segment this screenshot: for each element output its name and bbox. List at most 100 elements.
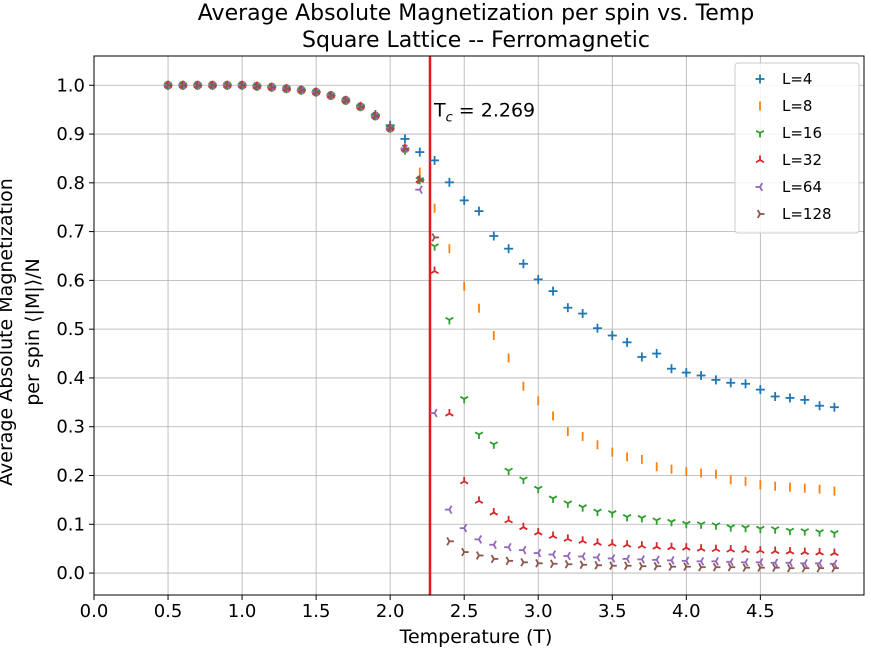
y-tick-label: 0.7 (56, 222, 85, 243)
data-point (681, 543, 691, 551)
data-point (800, 395, 810, 405)
data-point (194, 80, 203, 90)
data-point (681, 556, 690, 566)
data-point (696, 370, 706, 380)
data-point (459, 476, 469, 485)
data-point (681, 368, 691, 378)
x-tick-label: 3.5 (598, 601, 627, 622)
data-point (489, 540, 497, 550)
data-point (519, 476, 528, 484)
data-point (830, 530, 839, 538)
data-point (653, 561, 662, 571)
data-point (770, 526, 780, 534)
plot-frame (93, 55, 865, 596)
data-point (726, 378, 736, 388)
data-point (800, 547, 810, 556)
data-point (283, 84, 291, 94)
data-point (741, 379, 751, 389)
data-point (607, 510, 617, 518)
y-tick-label: 0.3 (56, 417, 85, 438)
data-point (622, 513, 632, 522)
data-point (533, 528, 543, 536)
data-point (578, 536, 588, 544)
data-point (741, 545, 750, 554)
legend: L=4 L=8 L=16 L=32 L=64 L=128 (734, 62, 860, 234)
data-point (475, 551, 484, 560)
y-tick-label: 0.8 (56, 173, 85, 194)
data-point (416, 175, 425, 185)
data-point (727, 562, 736, 572)
data-point (445, 409, 454, 417)
data-point (667, 364, 676, 374)
data-point (372, 111, 380, 121)
data-point (504, 542, 512, 552)
data-point (609, 561, 617, 571)
y-tick-label: 1.0 (56, 75, 85, 96)
legend-marker (755, 74, 765, 84)
data-point (592, 323, 602, 333)
data-point (400, 134, 410, 144)
data-point (637, 555, 645, 564)
data-point (815, 558, 823, 568)
data-point (563, 551, 571, 561)
data-point (785, 527, 795, 536)
data-point (357, 102, 366, 112)
data-point (313, 87, 321, 97)
data-point (489, 508, 499, 516)
data-point (667, 556, 675, 565)
data-point (829, 559, 838, 569)
data-point (741, 524, 750, 533)
data-point (474, 431, 484, 440)
data-point (445, 316, 454, 325)
data-point (770, 391, 780, 401)
data-point (607, 330, 617, 340)
series-l-32 (163, 80, 839, 557)
data-point (298, 85, 306, 95)
x-tick-label: 0.0 (80, 601, 109, 622)
data-point (579, 560, 588, 570)
data-point (430, 408, 438, 418)
data-point (578, 309, 588, 319)
data-point (726, 524, 736, 532)
data-point (652, 517, 662, 525)
legend-label: L=4 (782, 70, 812, 88)
x-axis-label: Temperature (T) (399, 626, 553, 648)
x-tick-label: 1.5 (302, 601, 331, 622)
data-point (785, 558, 793, 568)
data-point (652, 542, 662, 550)
data-point (165, 80, 173, 90)
data-point (239, 80, 247, 90)
legend-marker (756, 209, 765, 219)
data-point (785, 393, 795, 403)
x-tick-label: 2.0 (376, 601, 405, 622)
data-point (504, 244, 514, 254)
legend-label: L=32 (782, 151, 822, 169)
data-point (489, 231, 499, 241)
data-point (622, 554, 631, 564)
critical-label-sub: c (446, 111, 453, 126)
data-point (668, 562, 676, 572)
data-point (533, 548, 542, 558)
data-point (624, 561, 632, 571)
data-point (772, 563, 780, 573)
data-point (520, 557, 528, 567)
data-point (831, 563, 839, 573)
data-point (490, 554, 499, 564)
data-point (474, 206, 484, 216)
data-point (712, 562, 721, 572)
data-point (815, 401, 825, 411)
data-point (268, 82, 277, 92)
data-point (548, 531, 558, 540)
critical-label: Tc = 2.269 (433, 100, 535, 126)
data-point (755, 525, 765, 534)
series-l-128 (165, 80, 839, 573)
data-point (770, 558, 779, 568)
data-point (593, 538, 602, 546)
x-tick-label: 0.5 (154, 601, 183, 622)
data-point (459, 523, 468, 533)
data-point (592, 553, 601, 562)
data-point (578, 552, 586, 561)
data-point (593, 508, 602, 517)
data-point (461, 547, 469, 557)
critical-label-value: = 2.269 (453, 100, 535, 122)
